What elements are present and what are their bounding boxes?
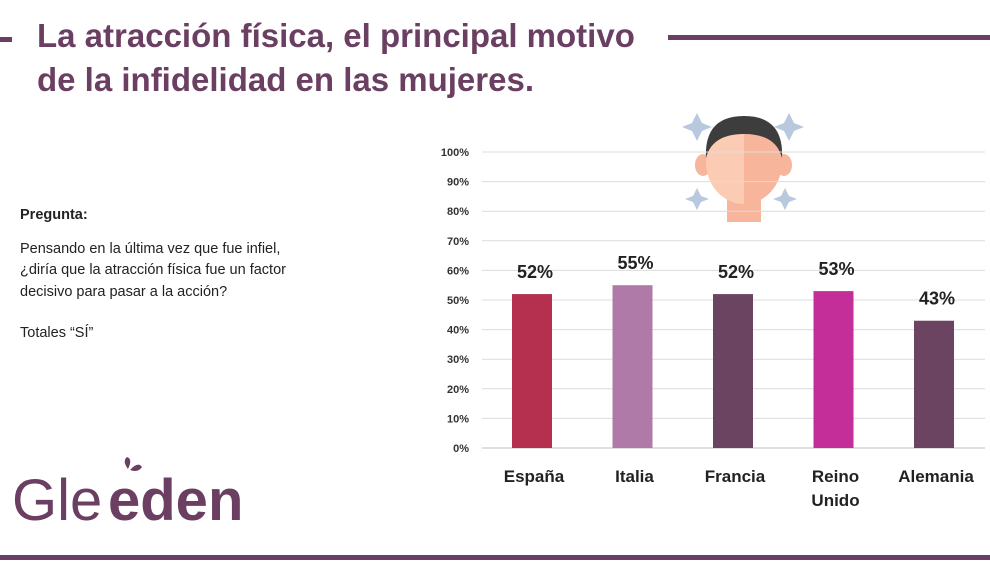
data-label: 43% [919, 289, 955, 309]
y-tick-label: 60% [447, 265, 469, 277]
bar [914, 320, 954, 448]
y-tick-label: 50% [447, 295, 469, 307]
x-tick-label: España [504, 467, 565, 486]
x-tick-label: Alemania [898, 467, 974, 486]
bar [813, 291, 854, 448]
bottom-bar [0, 555, 990, 560]
totals-note: Totales “SÍ” [20, 325, 94, 341]
title-line-1: La atracción física, el principal motivo [37, 17, 635, 54]
question-block: Pregunta: Pensando en la última vez que … [20, 205, 380, 345]
y-tick-label: 10% [447, 413, 469, 425]
apple-icon [124, 457, 142, 471]
title-accent-right [668, 35, 990, 40]
data-label: 52% [718, 262, 754, 282]
data-label: 52% [517, 262, 553, 282]
logo-text-light: Gle [12, 468, 102, 533]
face-person-icon [682, 113, 804, 222]
question-heading: Pregunta: [20, 207, 88, 223]
bar [713, 294, 753, 448]
y-tick-label: 100% [441, 147, 469, 159]
bar [512, 294, 552, 448]
y-tick-label: 80% [447, 206, 469, 218]
y-tick-label: 20% [447, 384, 469, 396]
x-tick-label: Italia [615, 467, 654, 486]
title-accent-left [0, 37, 12, 42]
y-tick-label: 30% [447, 354, 469, 366]
title-line-2: de la infidelidad en las mujeres. [37, 61, 534, 98]
x-tick-label: Reino Unido [811, 467, 859, 510]
question-text: Pensando en la última vez que fue infiel… [20, 240, 286, 300]
y-tick-label: 40% [447, 325, 469, 337]
data-label: 53% [818, 259, 854, 279]
bar [612, 285, 653, 448]
gleeden-logo: Gle eden [12, 457, 243, 533]
y-tick-label: 90% [447, 177, 469, 189]
data-label: 55% [617, 253, 653, 273]
y-tick-label: 0% [453, 443, 469, 455]
x-tick-label: Francia [705, 467, 766, 486]
logo-text-bold: eden [108, 468, 243, 533]
page-title: La atracción física, el principal motivo… [37, 14, 677, 102]
y-tick-label: 70% [447, 236, 469, 248]
